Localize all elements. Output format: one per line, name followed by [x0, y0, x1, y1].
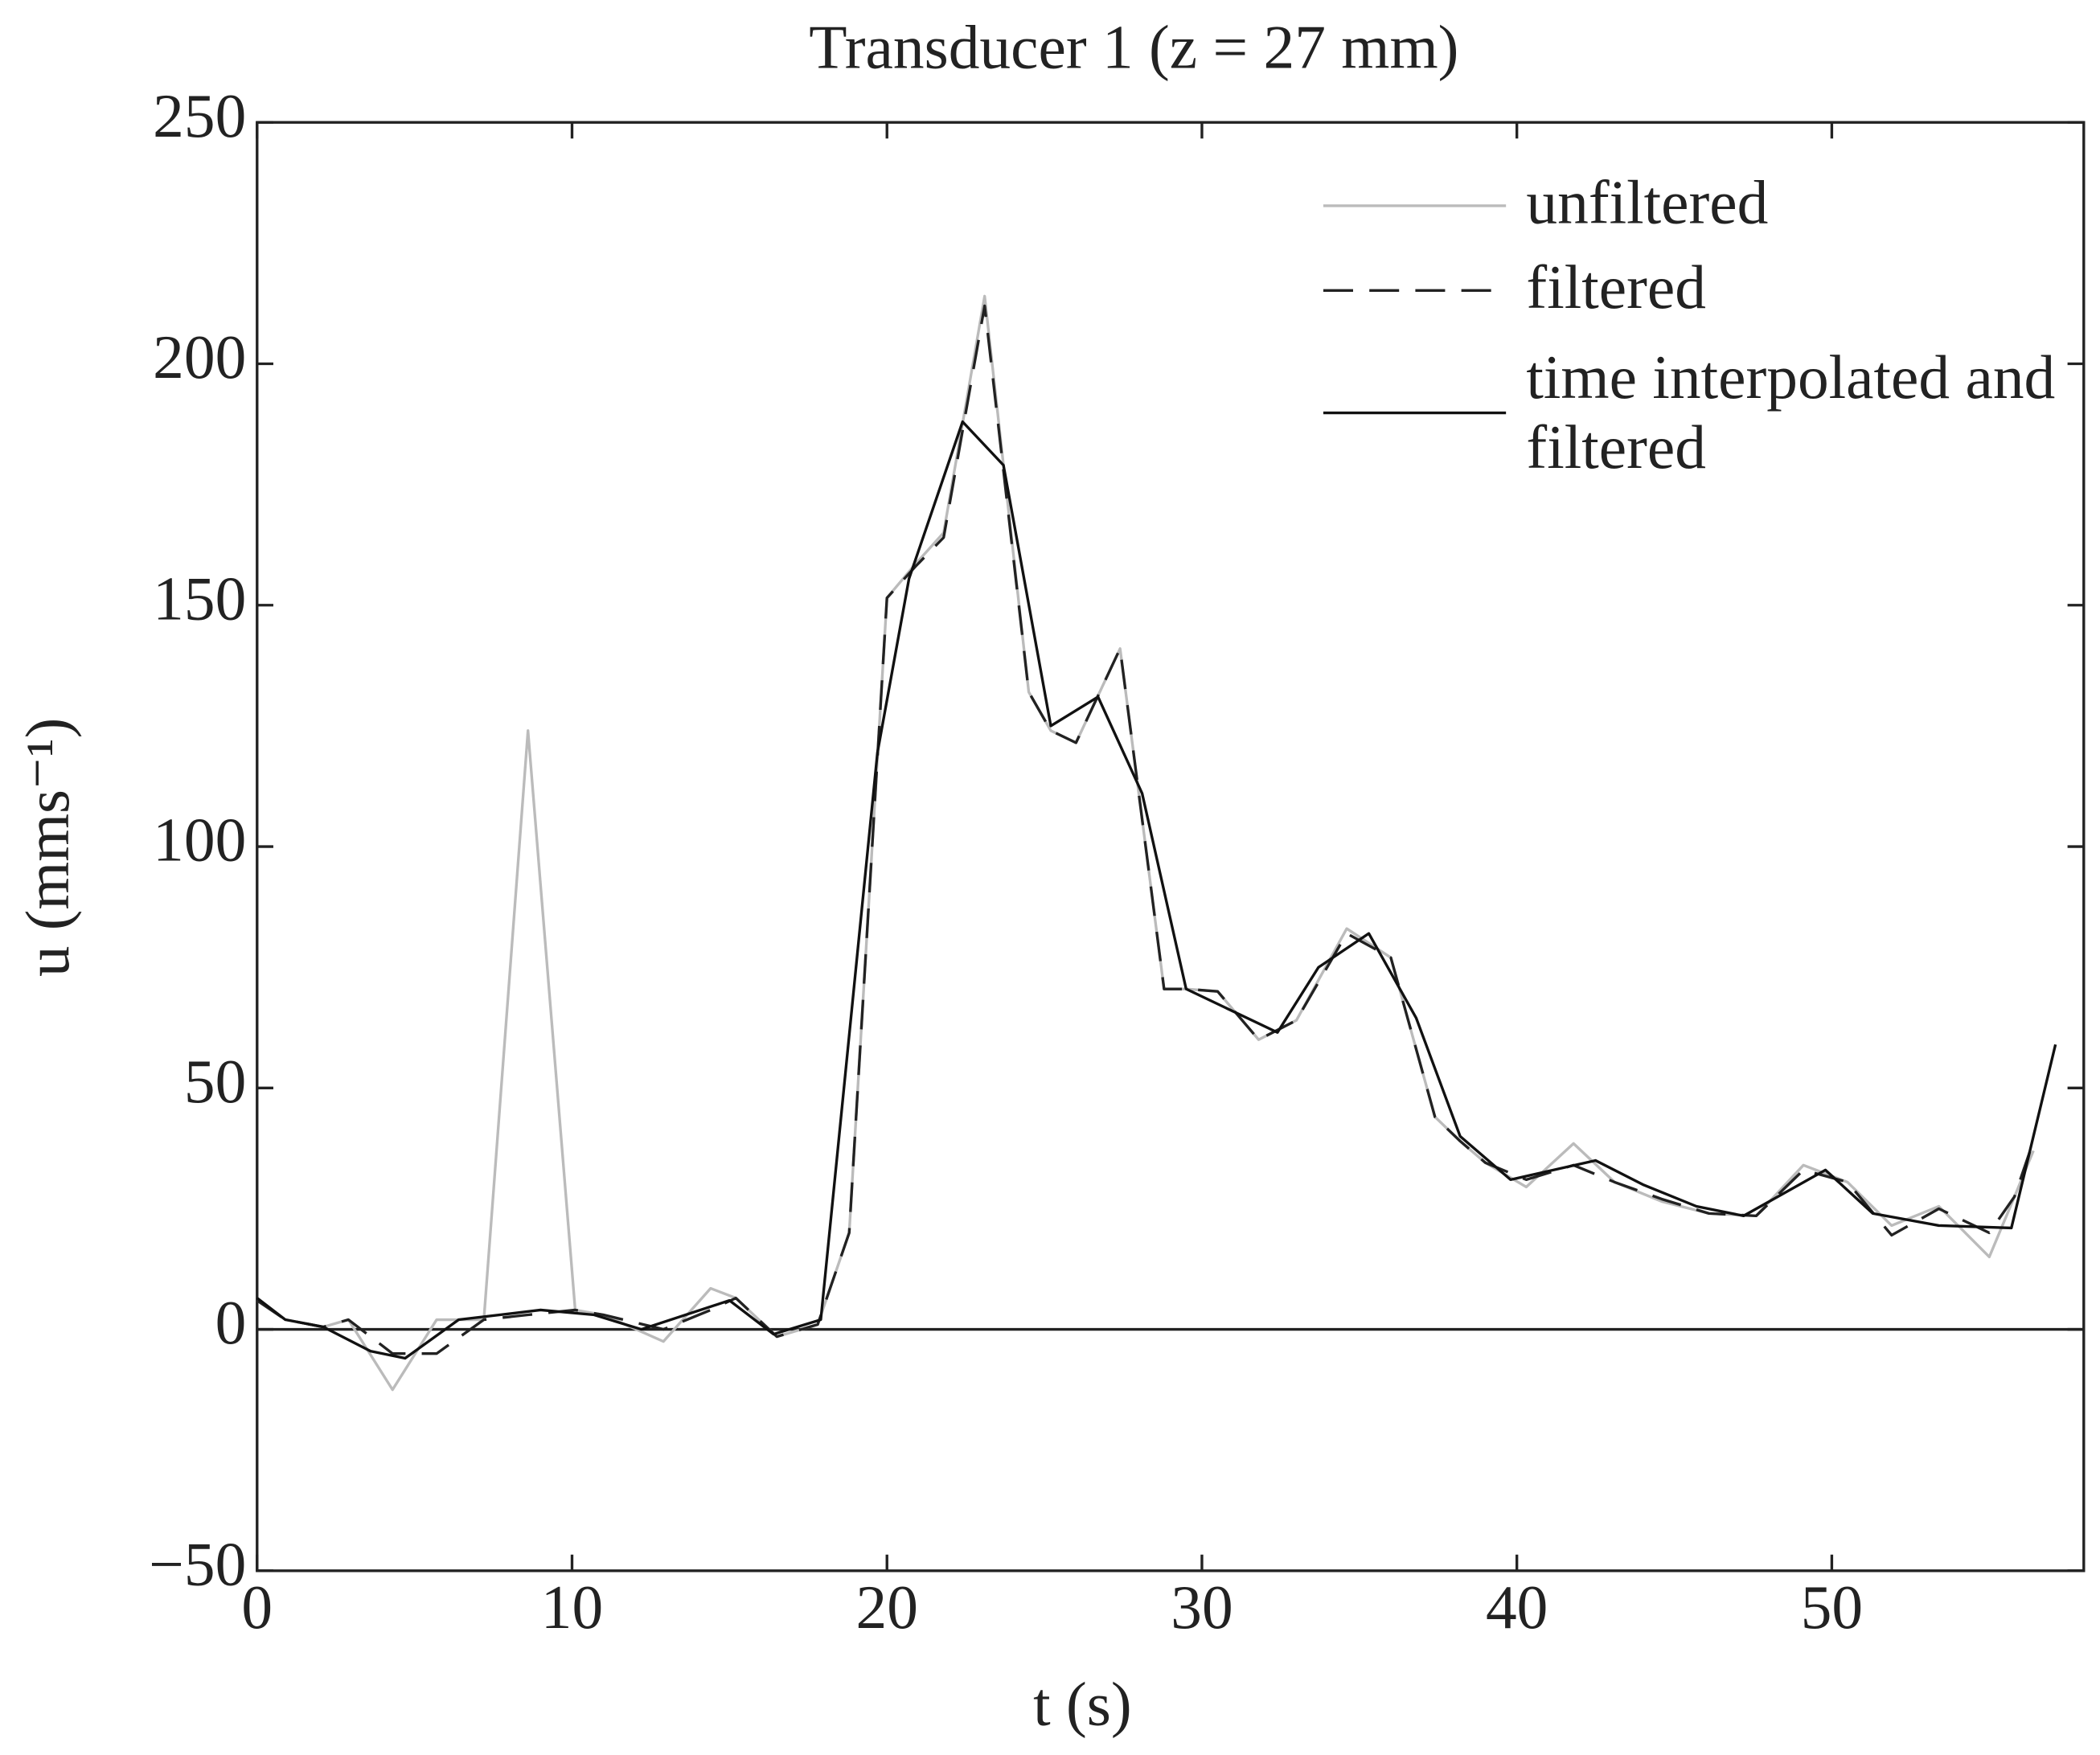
legend-entry: unfiltered [1526, 168, 1769, 237]
chart-title: Transducer 1 (z = 27 mm) [809, 13, 1458, 82]
legend-entry: filtered [1526, 252, 1706, 322]
legend-label: time interpolated and filtered [1526, 342, 2056, 482]
y-tick-label: −50 [149, 1530, 246, 1599]
y-tick-label: 150 [153, 564, 246, 634]
y-tick-label: 100 [153, 806, 246, 875]
y-tick-label: 200 [153, 322, 246, 392]
legend-label: unfiltered [1526, 168, 1769, 237]
series-line [256, 420, 2057, 1360]
x-tick-label: 50 [1801, 1573, 1863, 1642]
y-axis-label: u (mms⁻¹) [13, 718, 82, 977]
y-tick-label: 250 [153, 81, 246, 150]
x-tick-label: 40 [1486, 1573, 1548, 1642]
x-tick-label: 0 [241, 1573, 273, 1642]
y-tick-label: 50 [184, 1047, 246, 1116]
y-tick-label: 0 [215, 1288, 247, 1357]
legend-entry: time interpolated and filtered [1526, 342, 2056, 482]
x-axis-label: t (s) [1033, 1670, 1132, 1739]
x-tick-label: 20 [856, 1573, 918, 1642]
x-tick-label: 10 [541, 1573, 603, 1642]
x-tick-label: 30 [1171, 1573, 1233, 1642]
legend-label: filtered [1526, 252, 1706, 322]
